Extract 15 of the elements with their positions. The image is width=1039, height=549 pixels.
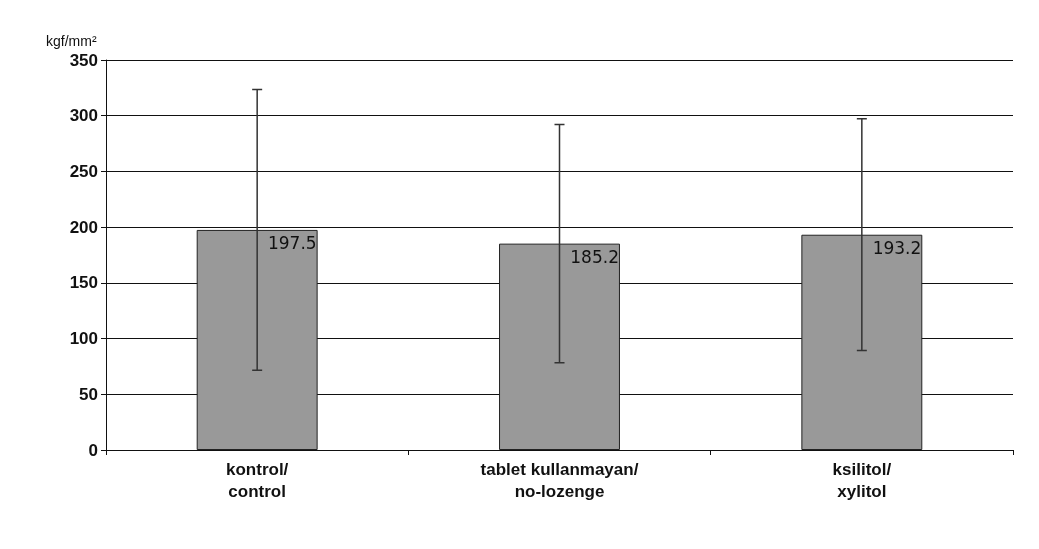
y-tick-label: 50 [79, 384, 98, 404]
x-tick-label: kontrol/ control [225, 459, 289, 501]
data-label: 185.2 [570, 247, 619, 268]
data-label: 193.2 [872, 238, 922, 259]
y-tick-label: 350 [69, 50, 98, 70]
y-axis-title: kgf/mm² [46, 33, 97, 49]
x-tick-label: tablet kullanmayan/ no-lozenge [480, 459, 639, 501]
y-tick-label: 150 [69, 273, 98, 293]
y-tick-label: 250 [69, 161, 98, 181]
y-tick-label: 100 [69, 329, 98, 349]
y-tick-label: 300 [69, 106, 98, 126]
y-tick-label: 0 [88, 440, 98, 460]
y-tick-label: 200 [69, 217, 98, 237]
data-label: 197.5 [267, 233, 317, 254]
x-tick-label: ksilitol/ xylitol [832, 459, 892, 501]
